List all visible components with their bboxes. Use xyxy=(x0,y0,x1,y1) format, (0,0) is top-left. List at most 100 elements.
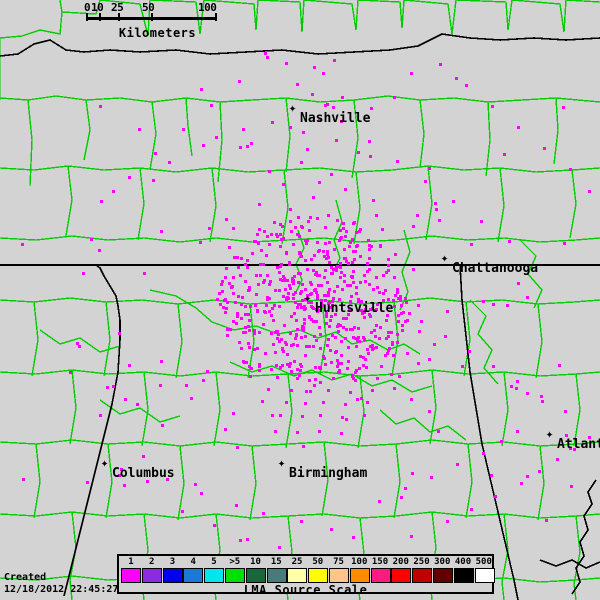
lma-source-point xyxy=(328,288,331,291)
lma-source-point xyxy=(253,329,256,332)
legend-swatch-75[interactable] xyxy=(328,568,349,583)
lma-source-point xyxy=(319,333,322,336)
lma-source-point xyxy=(280,263,283,266)
lma-source-point xyxy=(248,365,251,368)
lma-source-point xyxy=(341,96,344,99)
lma-source-point xyxy=(372,199,375,202)
lma-source-point xyxy=(352,336,355,339)
legend-tick-500: 500 xyxy=(475,557,492,567)
lma-source-point xyxy=(410,72,413,75)
lma-source-point xyxy=(257,283,260,286)
legend-swatch-1[interactable] xyxy=(121,568,141,583)
lma-source-point xyxy=(352,281,355,284)
lma-source-point xyxy=(284,341,287,344)
lma-source-point xyxy=(265,304,268,307)
lma-source-point xyxy=(352,270,355,273)
lma-source-point xyxy=(241,296,244,299)
legend-swatch-2[interactable] xyxy=(141,568,162,583)
lma-source-point xyxy=(265,254,268,257)
lma-source-point xyxy=(293,275,296,278)
lma-source-point xyxy=(482,452,485,455)
legend-swatch-5[interactable] xyxy=(204,568,225,583)
legend-swatch-400[interactable] xyxy=(453,568,474,583)
city-label: Columbus xyxy=(112,466,175,481)
lma-source-point xyxy=(313,335,316,338)
lma-source-point xyxy=(232,227,235,230)
lma-source-point xyxy=(399,298,402,301)
lma-source-point xyxy=(221,280,224,283)
lma-source-point xyxy=(370,331,373,334)
legend-swatch-300[interactable] xyxy=(432,568,453,583)
lma-source-point xyxy=(369,308,372,311)
lma-source-point xyxy=(332,297,335,300)
legend-swatch-4[interactable] xyxy=(183,568,204,583)
scale-tick-label-25: 25 xyxy=(111,1,124,14)
lma-source-point xyxy=(355,292,358,295)
legend-swatch->5[interactable] xyxy=(224,568,245,583)
lma-source-point xyxy=(128,176,131,179)
lma-source-point xyxy=(296,377,299,380)
legend-swatch-150[interactable] xyxy=(370,568,391,583)
lma-source-point xyxy=(380,365,383,368)
lma-source-point xyxy=(340,120,343,123)
lma-source-point xyxy=(541,400,544,403)
lma-source-point xyxy=(335,266,338,269)
lma-source-point xyxy=(310,258,313,261)
lma-source-point xyxy=(334,336,337,339)
lma-source-point xyxy=(543,147,546,150)
lma-source-point xyxy=(247,325,250,328)
legend-swatch-200[interactable] xyxy=(391,568,412,583)
lma-source-point xyxy=(318,274,321,277)
lma-source-point xyxy=(318,309,321,312)
lma-source-point xyxy=(588,190,591,193)
lma-source-point xyxy=(224,311,227,314)
lma-source-point xyxy=(287,292,290,295)
legend-swatch-100[interactable] xyxy=(349,568,370,583)
lma-source-point xyxy=(326,281,329,284)
lma-source-point xyxy=(400,312,403,315)
lma-source-point xyxy=(401,329,404,332)
lma-source-point xyxy=(406,319,409,322)
lma-source-point xyxy=(239,274,242,277)
lma-source-point xyxy=(326,250,329,253)
lma-source-point xyxy=(330,315,333,318)
lma-source-point xyxy=(313,66,316,69)
legend-tick-250: 250 xyxy=(413,557,430,567)
lma-source-point xyxy=(323,276,326,279)
lma-source-point xyxy=(417,304,420,307)
lma-source-point xyxy=(285,252,288,255)
lma-source-point xyxy=(206,370,209,373)
legend-swatch-3[interactable] xyxy=(162,568,183,583)
legend-swatch-50[interactable] xyxy=(308,568,329,583)
lma-source-point xyxy=(300,290,303,293)
legend-swatch-500[interactable] xyxy=(474,568,495,583)
lma-source-point xyxy=(235,322,238,325)
lma-source-point xyxy=(368,257,371,260)
lma-source-point xyxy=(281,348,284,351)
legend-tick-50: 50 xyxy=(312,557,324,567)
scale-tick-50 xyxy=(151,13,153,21)
lma-source-point xyxy=(328,306,331,309)
legend-swatch-15[interactable] xyxy=(266,568,287,583)
lma-source-point xyxy=(233,256,236,259)
lma-source-point xyxy=(292,279,295,282)
city-dot-icon: ✦ xyxy=(100,456,109,471)
lma-source-point xyxy=(123,484,126,487)
legend-swatch-10[interactable] xyxy=(245,568,266,583)
lma-source-point xyxy=(100,200,103,203)
lma-source-point xyxy=(363,274,366,277)
lma-source-point xyxy=(292,243,295,246)
lma-source-point xyxy=(280,238,283,241)
lma-source-point xyxy=(368,244,371,247)
lma-source-point xyxy=(322,72,325,75)
legend-swatch-250[interactable] xyxy=(412,568,433,583)
lma-source-point xyxy=(292,297,295,300)
legend-swatch-25[interactable] xyxy=(287,568,308,583)
lma-source-point xyxy=(166,478,169,481)
lma-source-point xyxy=(159,384,162,387)
lma-source-point xyxy=(492,303,495,306)
lma-source-point xyxy=(274,289,277,292)
lma-source-point xyxy=(323,357,326,360)
lma-source-point xyxy=(307,301,310,304)
